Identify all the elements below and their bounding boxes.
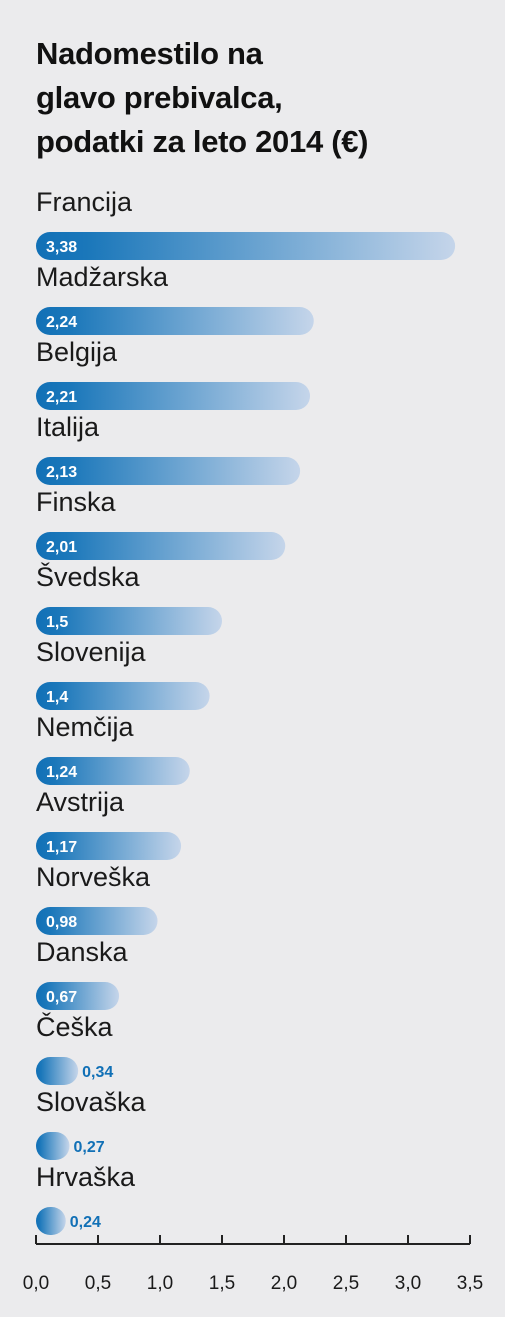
- x-axis: 0,0 0,5 1,0 1,5 2,0 2,5 3,0 3,5: [23, 1235, 483, 1294]
- bar-value-label: 1,4: [46, 689, 68, 706]
- bar-value-label: 0,98: [46, 914, 77, 931]
- bar-value-label: 2,21: [46, 389, 77, 406]
- x-tick-label: 3,5: [457, 1273, 483, 1294]
- category-label: Francija: [36, 187, 133, 217]
- category-label: Hrvaška: [36, 1162, 136, 1192]
- category-label: Avstrija: [36, 787, 125, 817]
- bar-value-label: 1,5: [46, 614, 68, 631]
- bar-value-label: 2,01: [46, 539, 77, 556]
- bars-group: Francija 3,38 Madžarska 2,24 Belgija 2,21 Ital…: [36, 187, 456, 1235]
- bar-value-label: 0,24: [70, 1214, 101, 1231]
- category-label: Nemčija: [36, 712, 135, 742]
- bar-value-label: 0,34: [82, 1064, 113, 1081]
- chart-title-line-2: glavo prebivalca,: [36, 80, 283, 115]
- bar: [36, 232, 456, 260]
- x-tick-label: 2,0: [271, 1273, 297, 1294]
- bar: [36, 1057, 79, 1085]
- bar-value-label: 0,67: [46, 989, 77, 1006]
- bar: [36, 982, 120, 1010]
- bar-value-label: 2,24: [46, 314, 77, 331]
- bar: [36, 682, 210, 710]
- category-label: Italija: [36, 412, 100, 442]
- x-tick-label: 3,0: [395, 1273, 421, 1294]
- category-label: Danska: [36, 937, 129, 967]
- bar: [36, 757, 190, 785]
- bar: [36, 457, 301, 485]
- category-label: Slovenija: [36, 637, 147, 667]
- x-tick-label: 1,0: [147, 1273, 173, 1294]
- x-tick-label: 2,5: [333, 1273, 359, 1294]
- bar-value-label: 3,38: [46, 239, 77, 256]
- bar-value-label: 1,17: [46, 839, 77, 856]
- x-tick-label: 0,5: [85, 1273, 111, 1294]
- bar: [36, 907, 158, 935]
- bar: [36, 532, 286, 560]
- chart-title: Nadomestilo na glavo prebivalca, podatki…: [36, 32, 368, 164]
- category-label: Norveška: [36, 862, 151, 892]
- chart-title-line-1: Nadomestilo na: [36, 36, 263, 71]
- bar-value-label: 2,13: [46, 464, 77, 481]
- category-label: Finska: [36, 487, 117, 517]
- bar: [36, 1207, 66, 1235]
- bar: [36, 1132, 70, 1160]
- bar: [36, 307, 314, 335]
- x-tick-label: 0,0: [23, 1273, 49, 1294]
- bar: [36, 382, 311, 410]
- category-label: Madžarska: [36, 262, 169, 292]
- bar: [36, 832, 182, 860]
- category-label: Slovaška: [36, 1087, 147, 1117]
- bar-value-label: 1,24: [46, 764, 77, 781]
- bar: [36, 607, 222, 635]
- category-label: Švedska: [36, 561, 141, 592]
- bar-value-label: 0,27: [73, 1139, 104, 1156]
- chart-title-line-3: podatki za leto 2014 (€): [36, 124, 369, 159]
- category-label: Češka: [36, 1011, 114, 1042]
- category-label: Belgija: [36, 337, 118, 367]
- x-tick-label: 1,5: [209, 1273, 235, 1294]
